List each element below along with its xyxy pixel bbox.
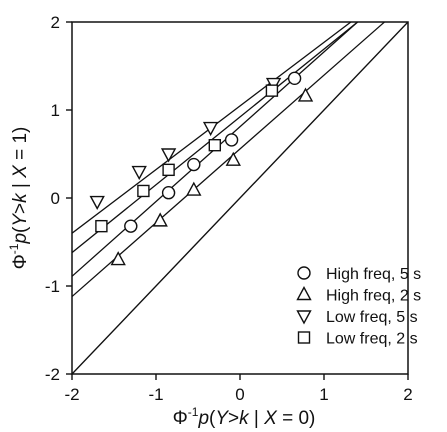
y-tick-label: -1 [45, 277, 60, 296]
fit-line-series-2 [72, 22, 385, 298]
x-label-eq: = 0) [277, 408, 316, 429]
x-tick-label: 1 [319, 385, 328, 404]
data-point-series-4-2 [137, 184, 150, 198]
y-tick-label: 0 [51, 189, 60, 208]
x-axis-label: Φ-1p(Y>k | X = 0) [173, 405, 316, 429]
data-point-series-1-4 [224, 133, 239, 147]
x-label-sup: -1 [188, 405, 199, 419]
y-label-k: k [10, 192, 31, 203]
data-point-series-3-3 [160, 148, 177, 163]
y-tick-label: 2 [51, 13, 60, 32]
y-label-Y: Y [10, 213, 31, 227]
x-label-Y: Y [215, 408, 229, 429]
legend-label-4: Low freq, 2 s [326, 331, 418, 348]
data-point-series-4-1 [95, 219, 108, 233]
x-label-X: X [263, 408, 278, 429]
data-point-series-2-1 [110, 251, 126, 266]
data-point-series-3-1 [89, 195, 105, 210]
data-point-series-2-3 [186, 181, 202, 196]
legend-label-3: Low freq, 5 s [326, 309, 418, 326]
legend-marker-2 [296, 286, 312, 301]
y-label-sup: -1 [7, 243, 21, 254]
y-label-bar: | [10, 178, 31, 194]
x-tick-label: 0 [235, 385, 244, 404]
legend-marker-3 [296, 310, 312, 325]
y-label-X: X [10, 164, 31, 179]
data-point-series-3-2 [131, 165, 147, 181]
data-point-series-2-4 [225, 151, 241, 166]
x-label-phi: Φ [173, 408, 188, 429]
legend-marker-1 [297, 266, 311, 280]
y-axis-label: Φ-1p(Y>k | X = 1) [7, 127, 31, 270]
y-label-rel: > [10, 203, 31, 214]
data-markers [89, 71, 314, 266]
x-label-rel: > [228, 408, 239, 429]
legend-label-2: High freq, 2 s [326, 288, 421, 305]
data-point-series-1-2 [161, 186, 176, 200]
identity-line-group [72, 22, 408, 374]
x-label-p: p [197, 408, 209, 429]
data-point-series-4-3 [162, 163, 175, 177]
data-point-series-1-3 [187, 157, 201, 172]
x-label-bar: | [249, 408, 265, 429]
data-point-series-2-5 [297, 87, 314, 102]
y-label-p: p [10, 233, 31, 245]
x-tick-label: -2 [64, 385, 79, 404]
x-tick-label: 2 [403, 385, 412, 404]
legend: High freq, 5 s High freq, 2 s Low freq, 5 … [296, 266, 421, 348]
identity-line [72, 22, 408, 374]
data-point-series-4-5 [265, 84, 279, 97]
data-point-series-1-5 [287, 71, 302, 86]
fit-line-series-4 [72, 22, 359, 254]
y-label-open: ( [10, 226, 31, 233]
y-label-phi: Φ [10, 254, 31, 269]
data-point-series-3-4 [202, 121, 219, 137]
legend-marker-4 [297, 331, 311, 344]
data-point-series-4-4 [208, 138, 222, 152]
x-tick-label: -1 [148, 385, 163, 404]
data-point-series-1-1 [124, 219, 138, 233]
y-tick-label: -2 [45, 365, 60, 384]
x-label-open: ( [209, 408, 216, 429]
y-label-eq: = 1) [10, 127, 31, 166]
legend-label-1: High freq, 5 s [326, 266, 421, 283]
y-tick-label: 1 [51, 101, 60, 120]
axis-ticks: -2 -1 0 1 2 -2 -1 0 1 2 [45, 13, 413, 404]
x-label-k: k [239, 408, 250, 429]
data-point-series-2-2 [152, 212, 168, 227]
